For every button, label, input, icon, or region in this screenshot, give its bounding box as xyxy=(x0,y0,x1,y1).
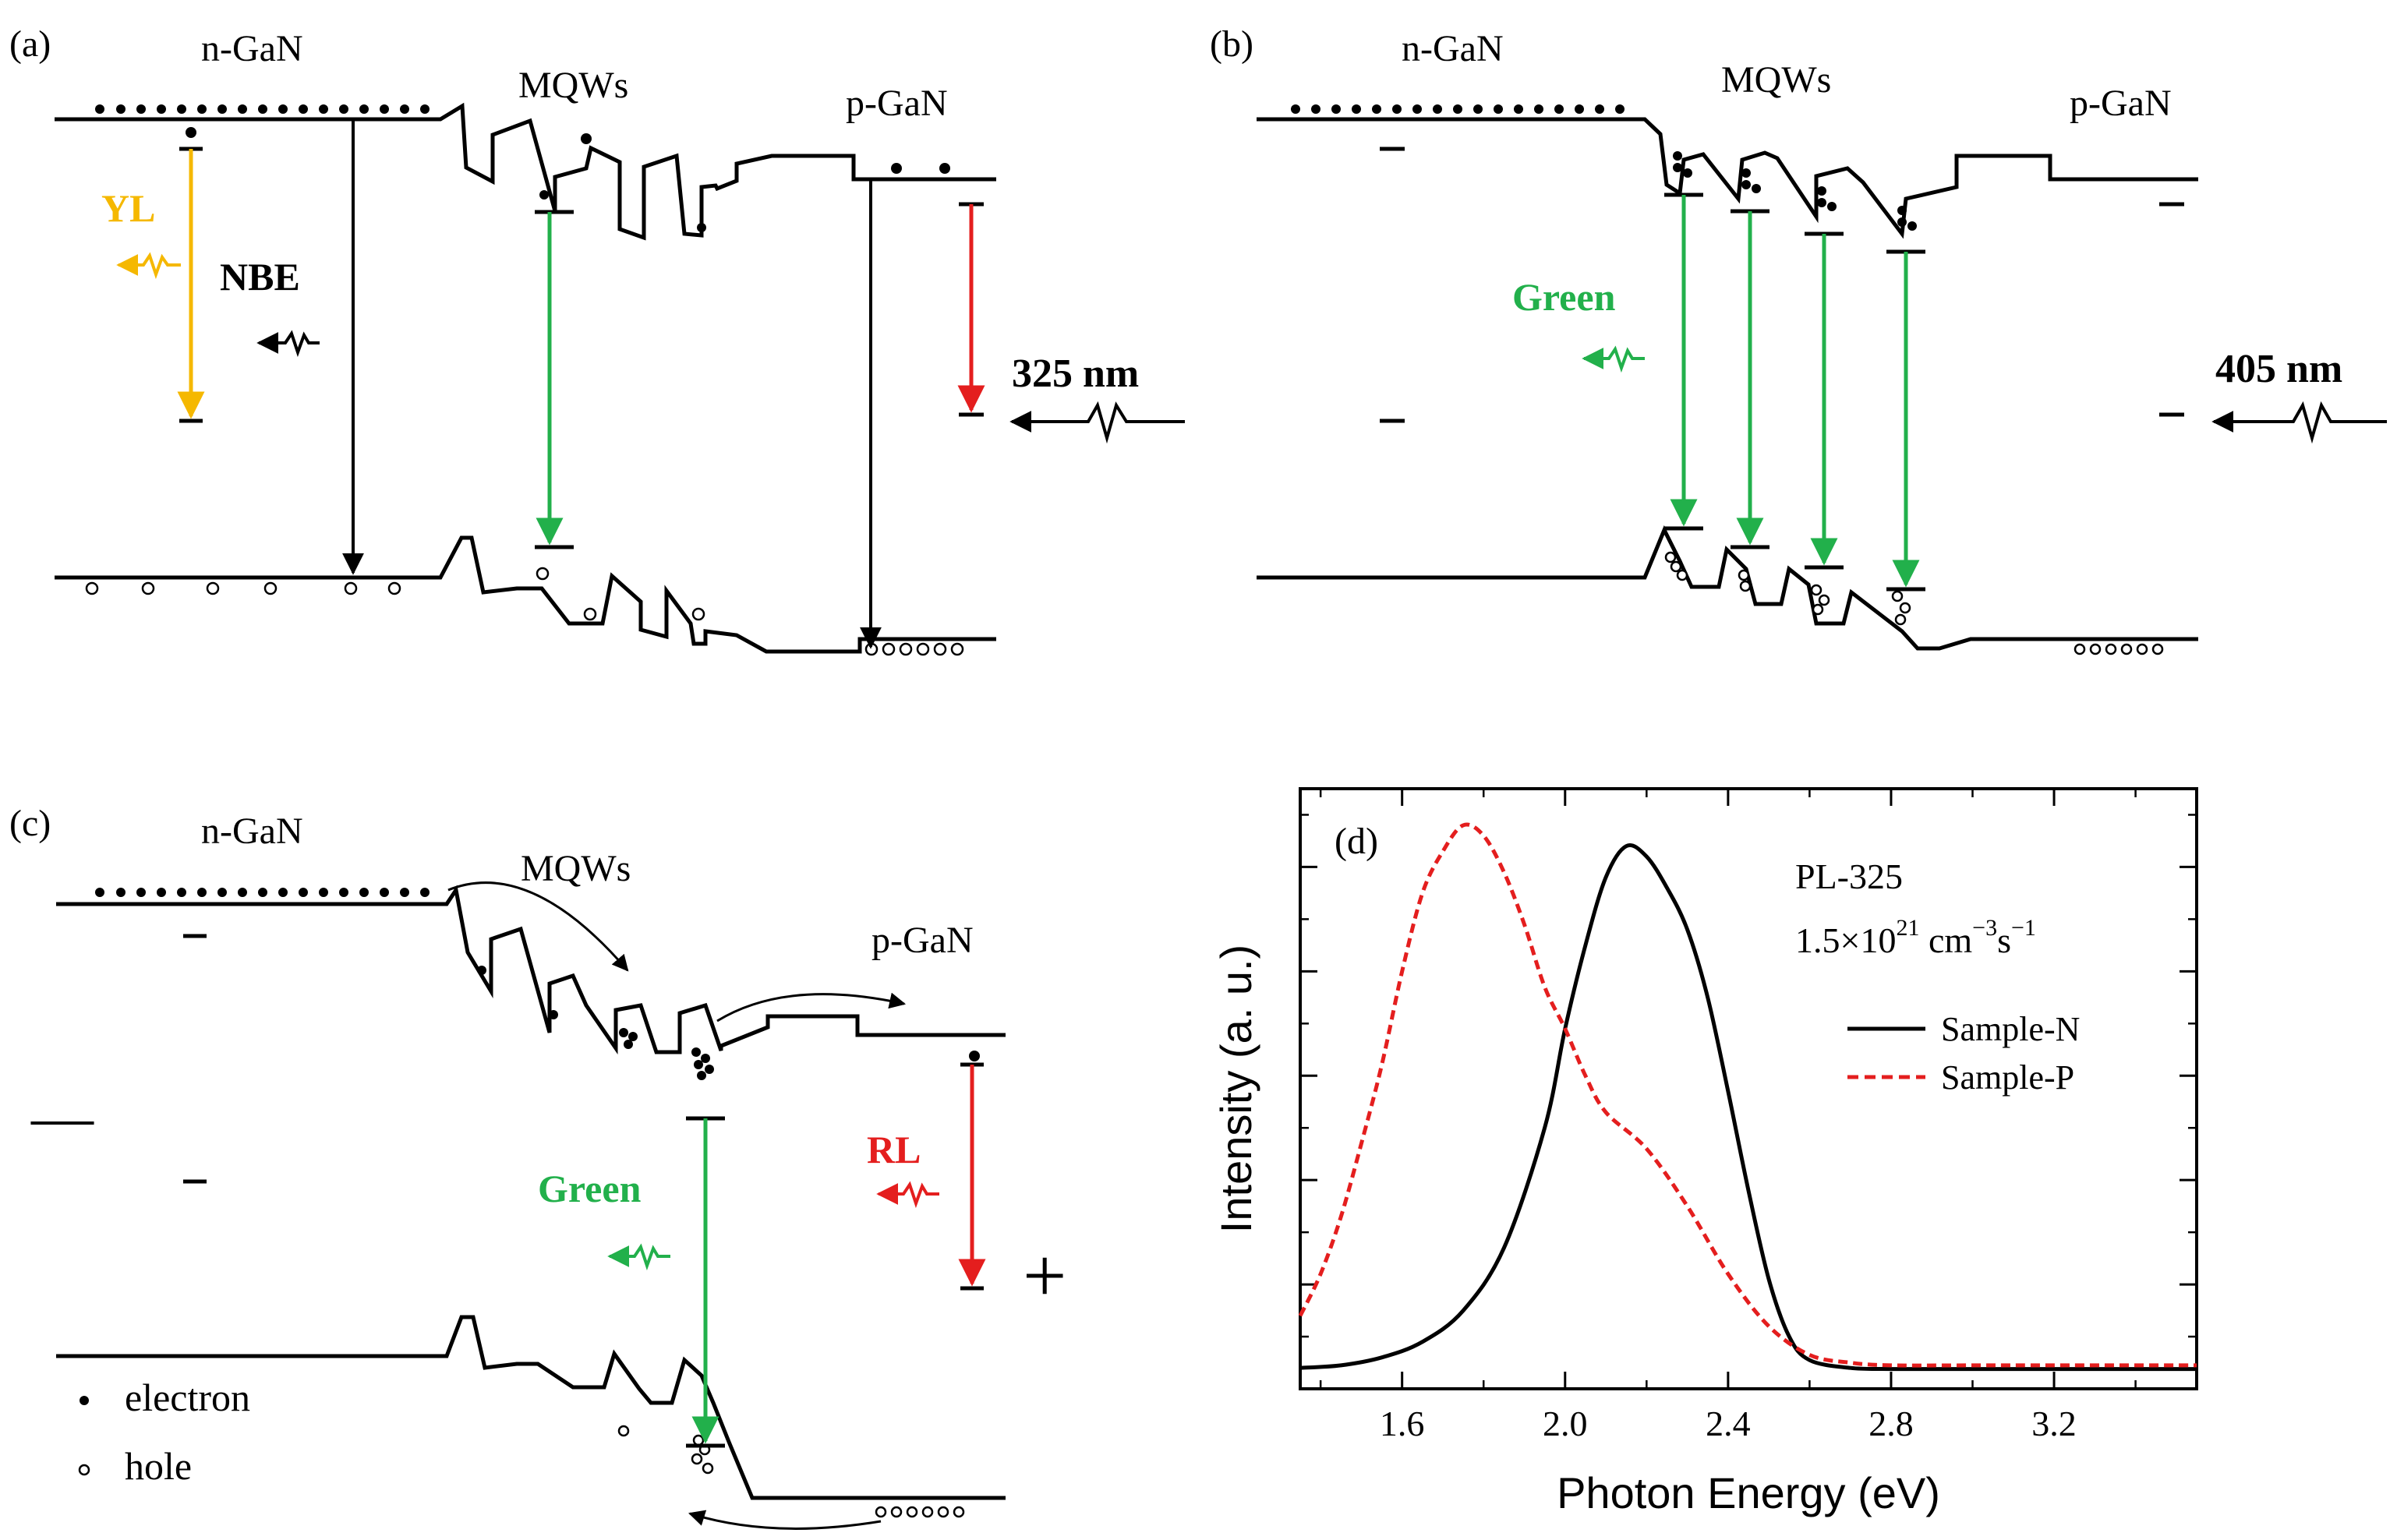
panel-c-minus-sign: — xyxy=(30,1083,94,1152)
panel-c-valence-band xyxy=(56,1315,1006,1500)
panel-c-plus-sign: + xyxy=(1023,1232,1066,1319)
x-tick-label: 2.8 xyxy=(1868,1404,1914,1443)
panel-c-mqws-label: MQWs xyxy=(521,848,631,889)
panel-a-nbe-photon-icon xyxy=(256,330,320,358)
panel-c: (c) n-GaN MQWs p-GaN Green xyxy=(9,803,1066,1530)
panel-b-excitation-label: 405 nm xyxy=(2215,347,2342,391)
panel-b-n-gan-label: n-GaN xyxy=(1402,28,1504,69)
legend-label-sample-p: Sample-P xyxy=(1941,1058,2074,1097)
panel-a-electrons-n xyxy=(95,104,950,232)
panel-b-excitation-arrow xyxy=(2211,401,2387,444)
panel-b-green-photon-icon xyxy=(1582,345,1645,373)
panel-c-electron-transfer-arrow xyxy=(447,881,629,972)
panel-a: (a) n-GaN MQWs p-GaN xyxy=(9,23,1185,656)
panel-c-green-label: Green xyxy=(538,1167,642,1210)
panel-b-levels xyxy=(1380,147,2184,592)
panel-a-mqws-label: MQWs xyxy=(518,65,628,106)
panel-c-p-gan-label: p-GaN xyxy=(871,920,974,961)
panel-c-rl-photon-icon xyxy=(876,1181,939,1209)
x-tick-label: 2.4 xyxy=(1706,1404,1751,1443)
panel-c-n-gan-label: n-GaN xyxy=(201,811,303,852)
panel-c-hole-transfer-arrow xyxy=(688,1510,882,1530)
chart-annotation-line2: 1.5×1021 cm−3s−1 xyxy=(1795,915,2036,960)
panel-a-excitation-arrow xyxy=(1009,401,1185,444)
panel-c-label: (c) xyxy=(9,803,51,844)
panel-b-p-gan-label: p-GaN xyxy=(2070,83,2172,124)
legend-label-sample-n: Sample-N xyxy=(1941,1010,2080,1048)
chart-series xyxy=(1298,822,2197,1372)
panel-b-electrons xyxy=(1291,104,1917,231)
panel-c-electrons xyxy=(80,888,980,1405)
panel-a-label: (a) xyxy=(9,23,51,65)
panel-d-label: (d) xyxy=(1335,821,1378,862)
legend-hole-label: hole xyxy=(125,1444,192,1488)
panel-a-holes xyxy=(85,567,964,656)
panel-c-holes xyxy=(78,1425,965,1518)
panel-b-valence-band xyxy=(1257,525,2198,651)
chart-annotation-line1: PL-325 xyxy=(1795,857,1903,896)
chart-x-axis-label: Photon Energy (eV) xyxy=(1557,1468,1940,1517)
legend-electron-label: electron xyxy=(125,1376,250,1419)
panel-a-valence-band xyxy=(55,535,996,654)
panel-b-mqws-label: MQWs xyxy=(1721,59,1831,101)
panel-c-green-photon-icon xyxy=(607,1243,670,1271)
panel-a-n-gan-label: n-GaN xyxy=(201,28,303,69)
panel-b-holes xyxy=(1664,551,2164,655)
panel-a-yl-photon-icon xyxy=(116,252,181,280)
series-line-sample-n xyxy=(1299,843,2197,1372)
x-tick-label: 2.0 xyxy=(1543,1404,1588,1443)
panel-a-nbe-label: NBE xyxy=(220,255,300,298)
panel-a-defect-levels xyxy=(179,147,984,549)
x-tick-label: 1.6 xyxy=(1380,1404,1425,1443)
panel-b-conduction-band xyxy=(1257,117,2198,239)
panel-b-label: (b) xyxy=(1210,23,1253,65)
panel-a-excitation-label: 325 nm xyxy=(1012,351,1139,396)
panel-d-chart: (d) PL-325 1.5×1021 cm−3s−1 1.6 2.0 2.4 2.8… xyxy=(1211,787,2198,1517)
panel-a-yl-label: YL xyxy=(101,186,155,230)
panel-b-green-label: Green xyxy=(1512,275,1616,319)
panel-b: (b) n-GaN MQWs p-GaN xyxy=(1210,23,2387,655)
chart-y-axis-label: Intensity (a. u.) xyxy=(1211,945,1260,1233)
panel-a-conduction-band xyxy=(55,102,996,241)
chart-ticks: 1.6 2.0 2.4 2.8 3.2 xyxy=(1300,789,2197,1443)
chart-legend: Sample-N Sample-P xyxy=(1847,1010,2080,1097)
panel-c-conduction-band xyxy=(56,885,1006,1055)
x-tick-label: 3.2 xyxy=(2031,1404,2077,1443)
panel-b-green-transitions xyxy=(1670,195,1920,588)
series-line-sample-p xyxy=(1298,822,2197,1368)
panel-c-rl-label: RL xyxy=(867,1128,921,1171)
chart-plot-frame xyxy=(1299,787,2198,1390)
panel-c-electron-escape-arrow xyxy=(716,992,907,1023)
panel-a-p-gan-label: p-GaN xyxy=(846,83,948,124)
